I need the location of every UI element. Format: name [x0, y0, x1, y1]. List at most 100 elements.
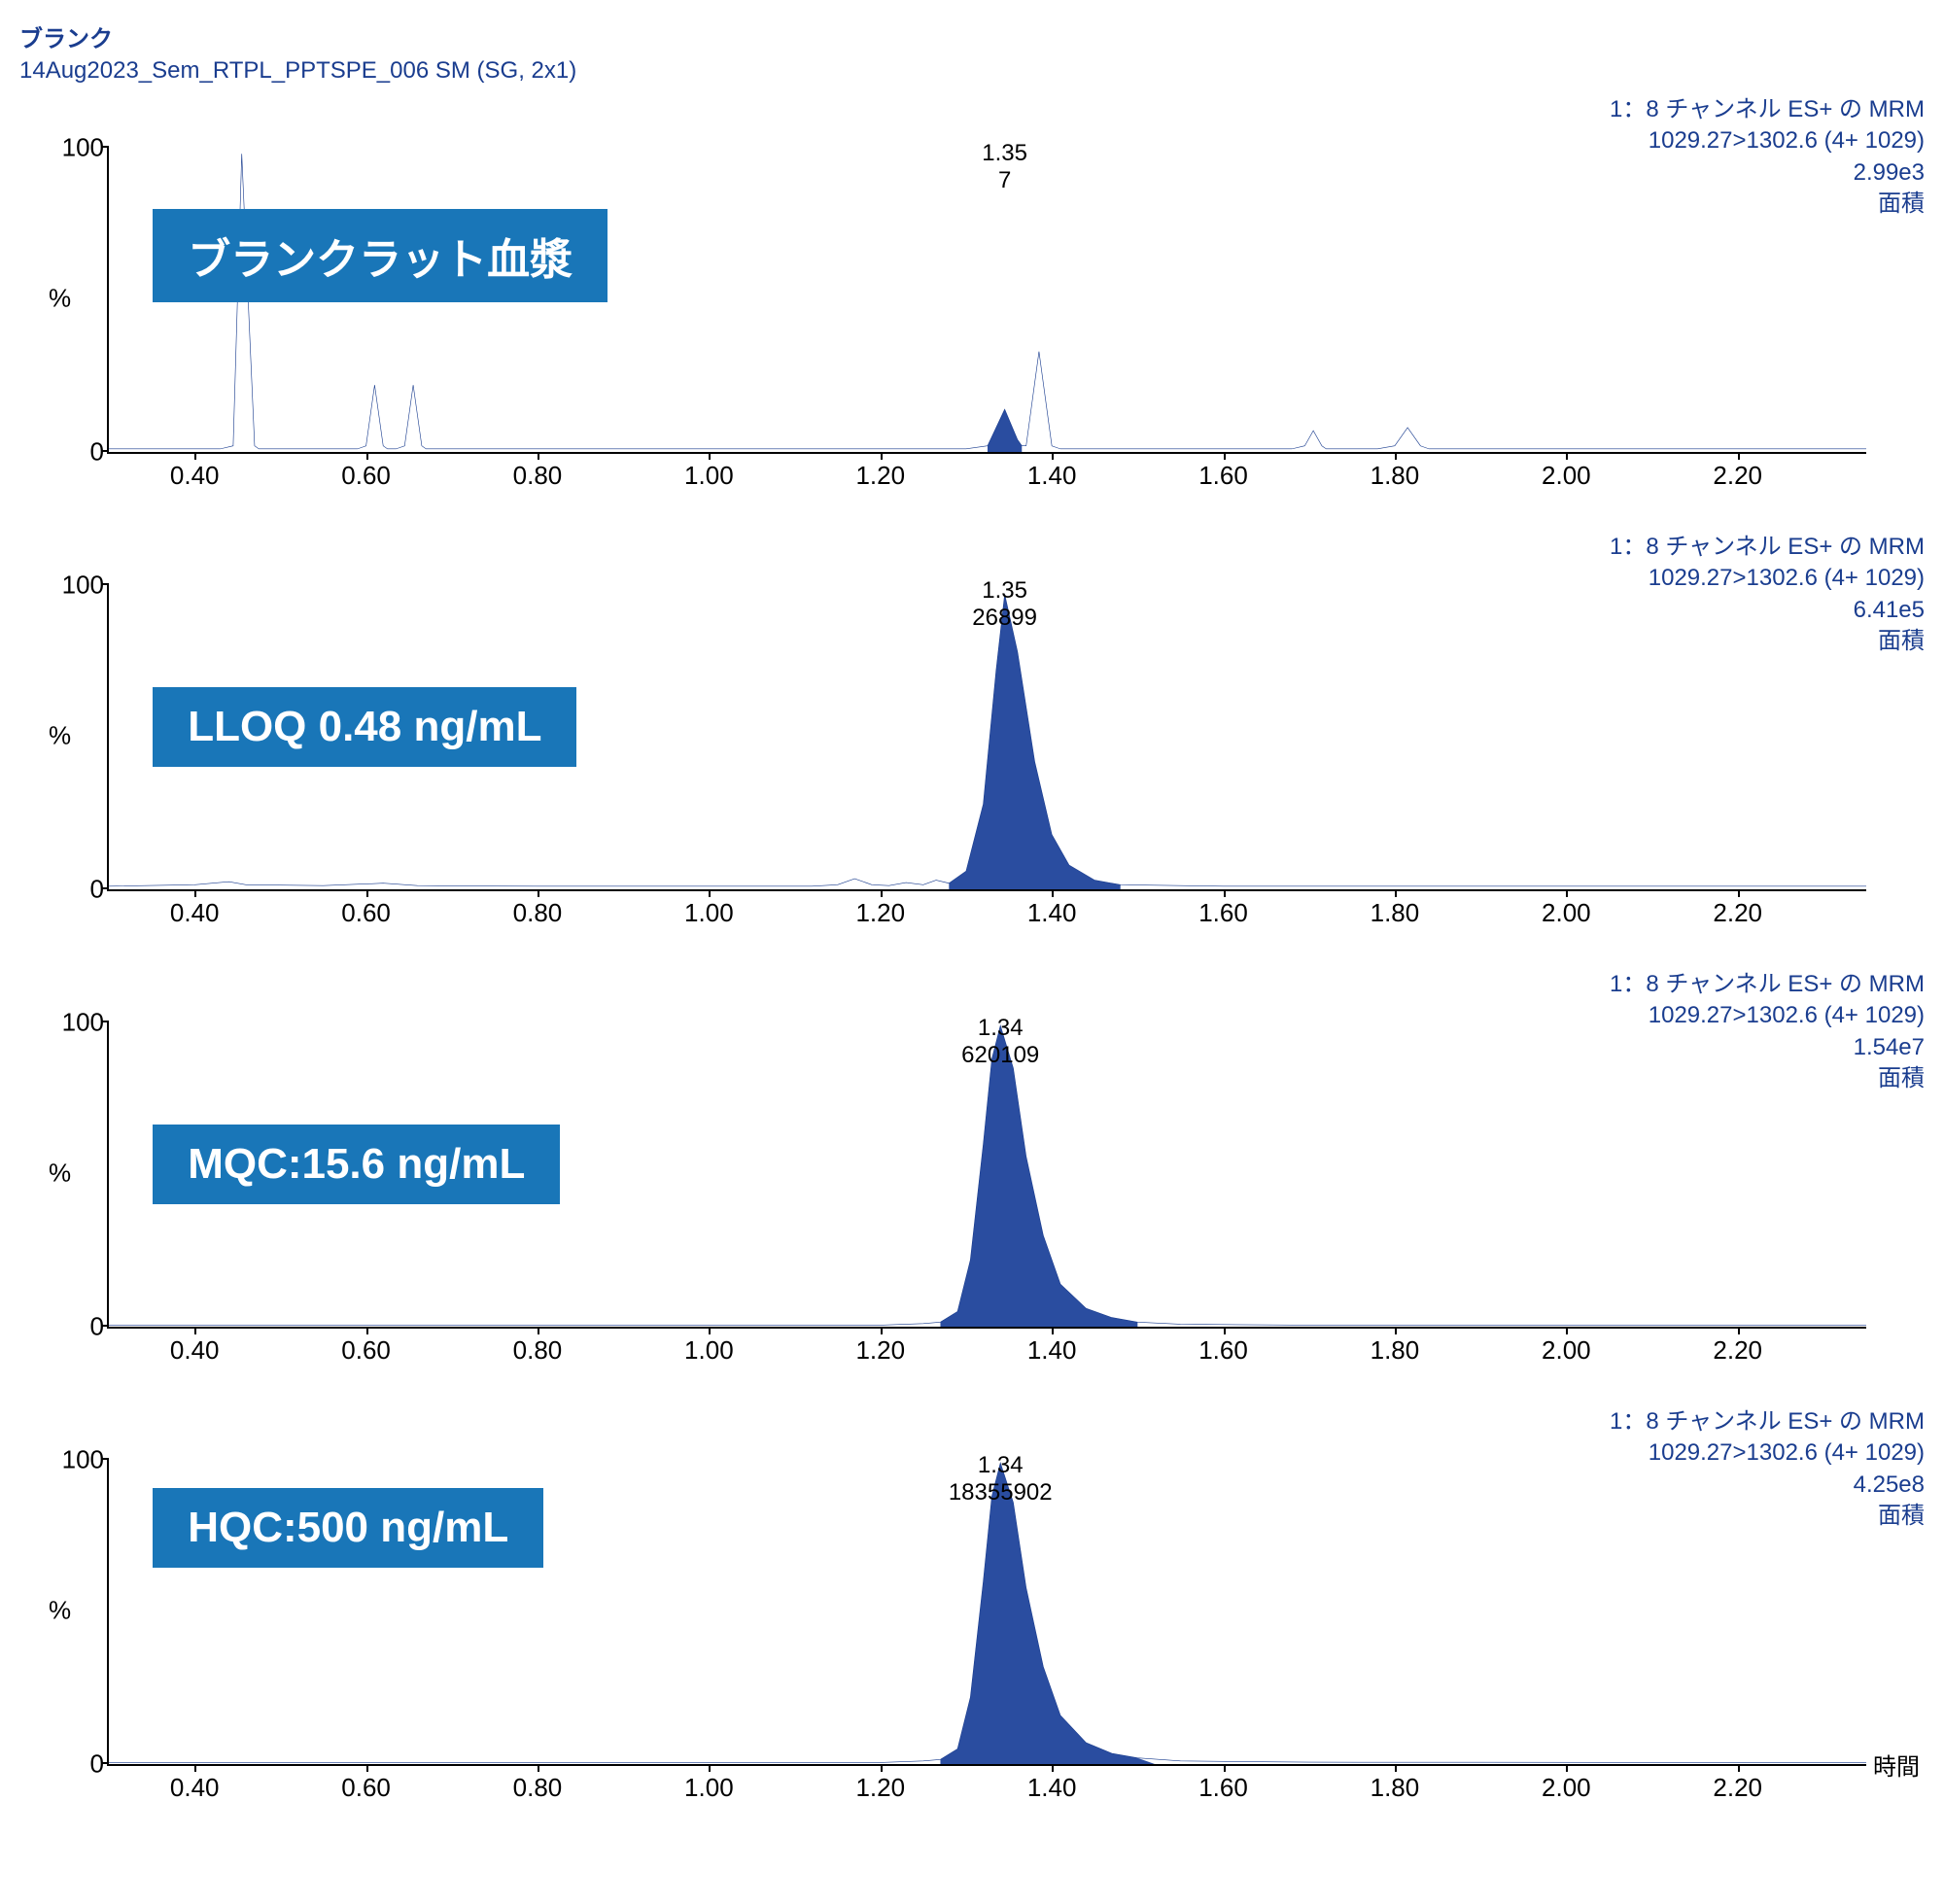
x-tick-label: 2.00 [1542, 898, 1591, 928]
x-tick-mark [1224, 1327, 1226, 1334]
x-tick-label: 2.00 [1542, 461, 1591, 491]
x-tick-mark [194, 889, 196, 897]
x-tick-label: 0.40 [170, 1335, 220, 1366]
x-tick-label: 0.80 [513, 898, 563, 928]
y-tick-mark [101, 1325, 109, 1327]
x-tick-mark [1224, 1764, 1226, 1772]
info-line: 1：8 チャンネル ES+ の MRM [1610, 532, 1925, 563]
x-tick-label: 1.20 [855, 898, 905, 928]
y-tick-mark [101, 1458, 109, 1460]
y-tick-label: 0 [55, 437, 104, 467]
y-tick-label: 0 [55, 1312, 104, 1342]
x-tick-label: 1.20 [855, 1335, 905, 1366]
peak-annotation: 1.3418355902 [949, 1452, 1053, 1506]
x-tick-mark [709, 889, 711, 897]
info-line: 1029.27>1302.6 (4+ 1029) [1610, 1437, 1925, 1469]
x-tick-mark [1395, 1327, 1397, 1334]
x-tick-mark [1395, 452, 1397, 460]
info-line: 面積 [1610, 1063, 1925, 1094]
x-tick-mark [1566, 1764, 1568, 1772]
y-tick-label: 100 [55, 571, 104, 601]
chromatogram-panel-hqc: % 1：8 チャンネル ES+ の MRM1029.27>1302.6 (4+ 1… [19, 1406, 1925, 1815]
x-axis-title: 時間 [1873, 1748, 1920, 1782]
x-tick-label: 0.40 [170, 1773, 220, 1803]
info-line: 1029.27>1302.6 (4+ 1029) [1610, 1000, 1925, 1031]
x-tick-mark [1738, 889, 1740, 897]
info-line: 4.25e8 [1610, 1470, 1925, 1501]
peak-fill [988, 409, 1022, 452]
x-tick-label: 1.60 [1198, 898, 1248, 928]
y-axis-label: % [49, 1596, 71, 1626]
x-tick-label: 2.20 [1713, 1773, 1762, 1803]
x-tick-mark [194, 1327, 196, 1334]
x-tick-label: 1.40 [1027, 898, 1077, 928]
x-tick-mark [881, 452, 883, 460]
x-tick-label: 0.60 [341, 1773, 391, 1803]
x-tick-label: 1.80 [1371, 461, 1420, 491]
x-tick-mark [1566, 452, 1568, 460]
x-tick-mark [709, 1327, 711, 1334]
x-tick-mark [881, 1764, 883, 1772]
y-tick-mark [101, 146, 109, 148]
x-tick-label: 0.60 [341, 461, 391, 491]
x-tick-mark [1052, 889, 1054, 897]
info-line: 面積 [1610, 1501, 1925, 1532]
x-tick-label: 0.60 [341, 898, 391, 928]
x-tick-mark [1052, 1327, 1054, 1334]
x-tick-label: 1.80 [1371, 1335, 1420, 1366]
header-subtitle: 14Aug2023_Sem_RTPL_PPTSPE_006 SM (SG, 2x… [19, 57, 1925, 85]
x-tick-mark [538, 889, 539, 897]
info-line: 面積 [1610, 189, 1925, 220]
x-tick-label: 1.00 [684, 898, 734, 928]
x-tick-label: 2.20 [1713, 1335, 1762, 1366]
info-line: 1029.27>1302.6 (4+ 1029) [1610, 125, 1925, 156]
sample-label-hqc: HQC:500 ng/mL [153, 1488, 543, 1568]
x-tick-label: 2.00 [1542, 1335, 1591, 1366]
x-tick-mark [366, 889, 368, 897]
x-tick-mark [1738, 452, 1740, 460]
channel-info: 1：8 チャンネル ES+ の MRM1029.27>1302.6 (4+ 10… [1610, 532, 1925, 658]
x-tick-label: 1.80 [1371, 898, 1420, 928]
x-tick-mark [538, 1764, 539, 1772]
x-tick-mark [1052, 1764, 1054, 1772]
y-tick-mark [101, 887, 109, 889]
info-line: 1：8 チャンネル ES+ の MRM [1610, 1406, 1925, 1437]
peak-annotation: 1.357 [982, 140, 1027, 193]
x-tick-label: 0.60 [341, 1335, 391, 1366]
y-tick-label: 0 [55, 875, 104, 905]
x-tick-label: 1.20 [855, 461, 905, 491]
y-tick-label: 100 [55, 133, 104, 163]
y-tick-label: 100 [55, 1445, 104, 1475]
x-tick-label: 1.60 [1198, 1335, 1248, 1366]
peak-fill [940, 1463, 1154, 1764]
info-line: 2.99e3 [1610, 157, 1925, 189]
channel-info: 1：8 チャンネル ES+ の MRM1029.27>1302.6 (4+ 10… [1610, 1406, 1925, 1533]
info-line: 1029.27>1302.6 (4+ 1029) [1610, 563, 1925, 594]
x-tick-label: 2.20 [1713, 898, 1762, 928]
x-tick-mark [881, 889, 883, 897]
sample-label-blank: ブランクラット血漿 [153, 209, 608, 302]
y-tick-label: 0 [55, 1749, 104, 1780]
x-tick-label: 1.00 [684, 1773, 734, 1803]
channel-info: 1：8 チャンネル ES+ の MRM1029.27>1302.6 (4+ 10… [1610, 969, 1925, 1095]
x-tick-mark [194, 1764, 196, 1772]
x-tick-mark [1224, 452, 1226, 460]
x-tick-mark [366, 1327, 368, 1334]
x-tick-label: 1.60 [1198, 1773, 1248, 1803]
y-tick-mark [101, 1762, 109, 1764]
x-tick-mark [1395, 1764, 1397, 1772]
x-tick-mark [366, 1764, 368, 1772]
x-tick-label: 0.40 [170, 461, 220, 491]
x-tick-mark [1395, 889, 1397, 897]
x-tick-mark [1566, 889, 1568, 897]
info-line: 1：8 チャンネル ES+ の MRM [1610, 94, 1925, 125]
x-tick-mark [709, 452, 711, 460]
chromatogram-panel-lloq: %1：8 チャンネル ES+ の MRM1029.27>1302.6 (4+ 1… [19, 532, 1925, 940]
x-tick-mark [1738, 1327, 1740, 1334]
info-line: 面積 [1610, 626, 1925, 657]
y-tick-mark [101, 1021, 109, 1022]
x-tick-label: 1.80 [1371, 1773, 1420, 1803]
y-tick-mark [101, 583, 109, 585]
peak-fill [940, 1025, 1137, 1327]
x-tick-mark [709, 1764, 711, 1772]
